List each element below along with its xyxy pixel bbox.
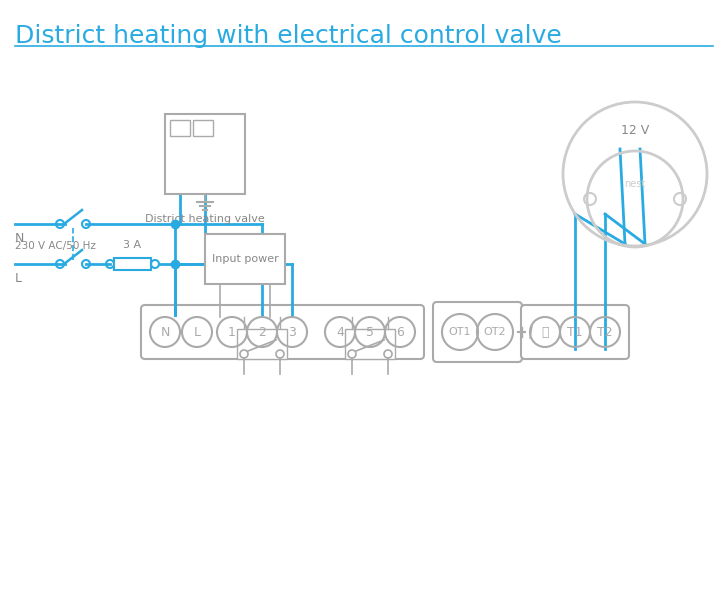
Text: 4: 4 (336, 326, 344, 339)
Text: District heating valve: District heating valve (145, 214, 265, 224)
Text: N: N (15, 232, 24, 245)
Text: Input power: Input power (212, 254, 278, 264)
FancyBboxPatch shape (141, 305, 424, 359)
FancyBboxPatch shape (521, 305, 629, 359)
Text: 3 A: 3 A (124, 240, 141, 250)
FancyBboxPatch shape (433, 302, 522, 362)
Bar (170, 120, 190, 136)
Text: T1: T1 (567, 326, 583, 339)
Bar (114, 258, 151, 270)
Text: 6: 6 (396, 326, 404, 339)
Text: nest: nest (625, 179, 646, 189)
Text: 5: 5 (366, 326, 374, 339)
FancyBboxPatch shape (345, 329, 395, 359)
Text: L: L (15, 271, 22, 285)
Text: ⏚: ⏚ (541, 326, 549, 339)
Bar (165, 114, 245, 194)
Text: OT2: OT2 (483, 327, 506, 337)
Text: 1: 1 (228, 326, 236, 339)
Bar (193, 120, 213, 136)
Text: 12 V: 12 V (621, 124, 649, 137)
Text: 2: 2 (258, 326, 266, 339)
Bar (205, 234, 285, 284)
Text: District heating with electrical control valve: District heating with electrical control… (15, 24, 562, 48)
Text: N: N (160, 326, 170, 339)
Text: L: L (202, 119, 208, 132)
Text: 230 V AC/50 Hz: 230 V AC/50 Hz (15, 241, 96, 251)
Text: OT1: OT1 (448, 327, 471, 337)
Text: N: N (175, 119, 185, 132)
Text: L: L (194, 326, 200, 339)
FancyBboxPatch shape (237, 329, 287, 359)
Text: 3: 3 (288, 326, 296, 339)
Text: T2: T2 (597, 326, 613, 339)
